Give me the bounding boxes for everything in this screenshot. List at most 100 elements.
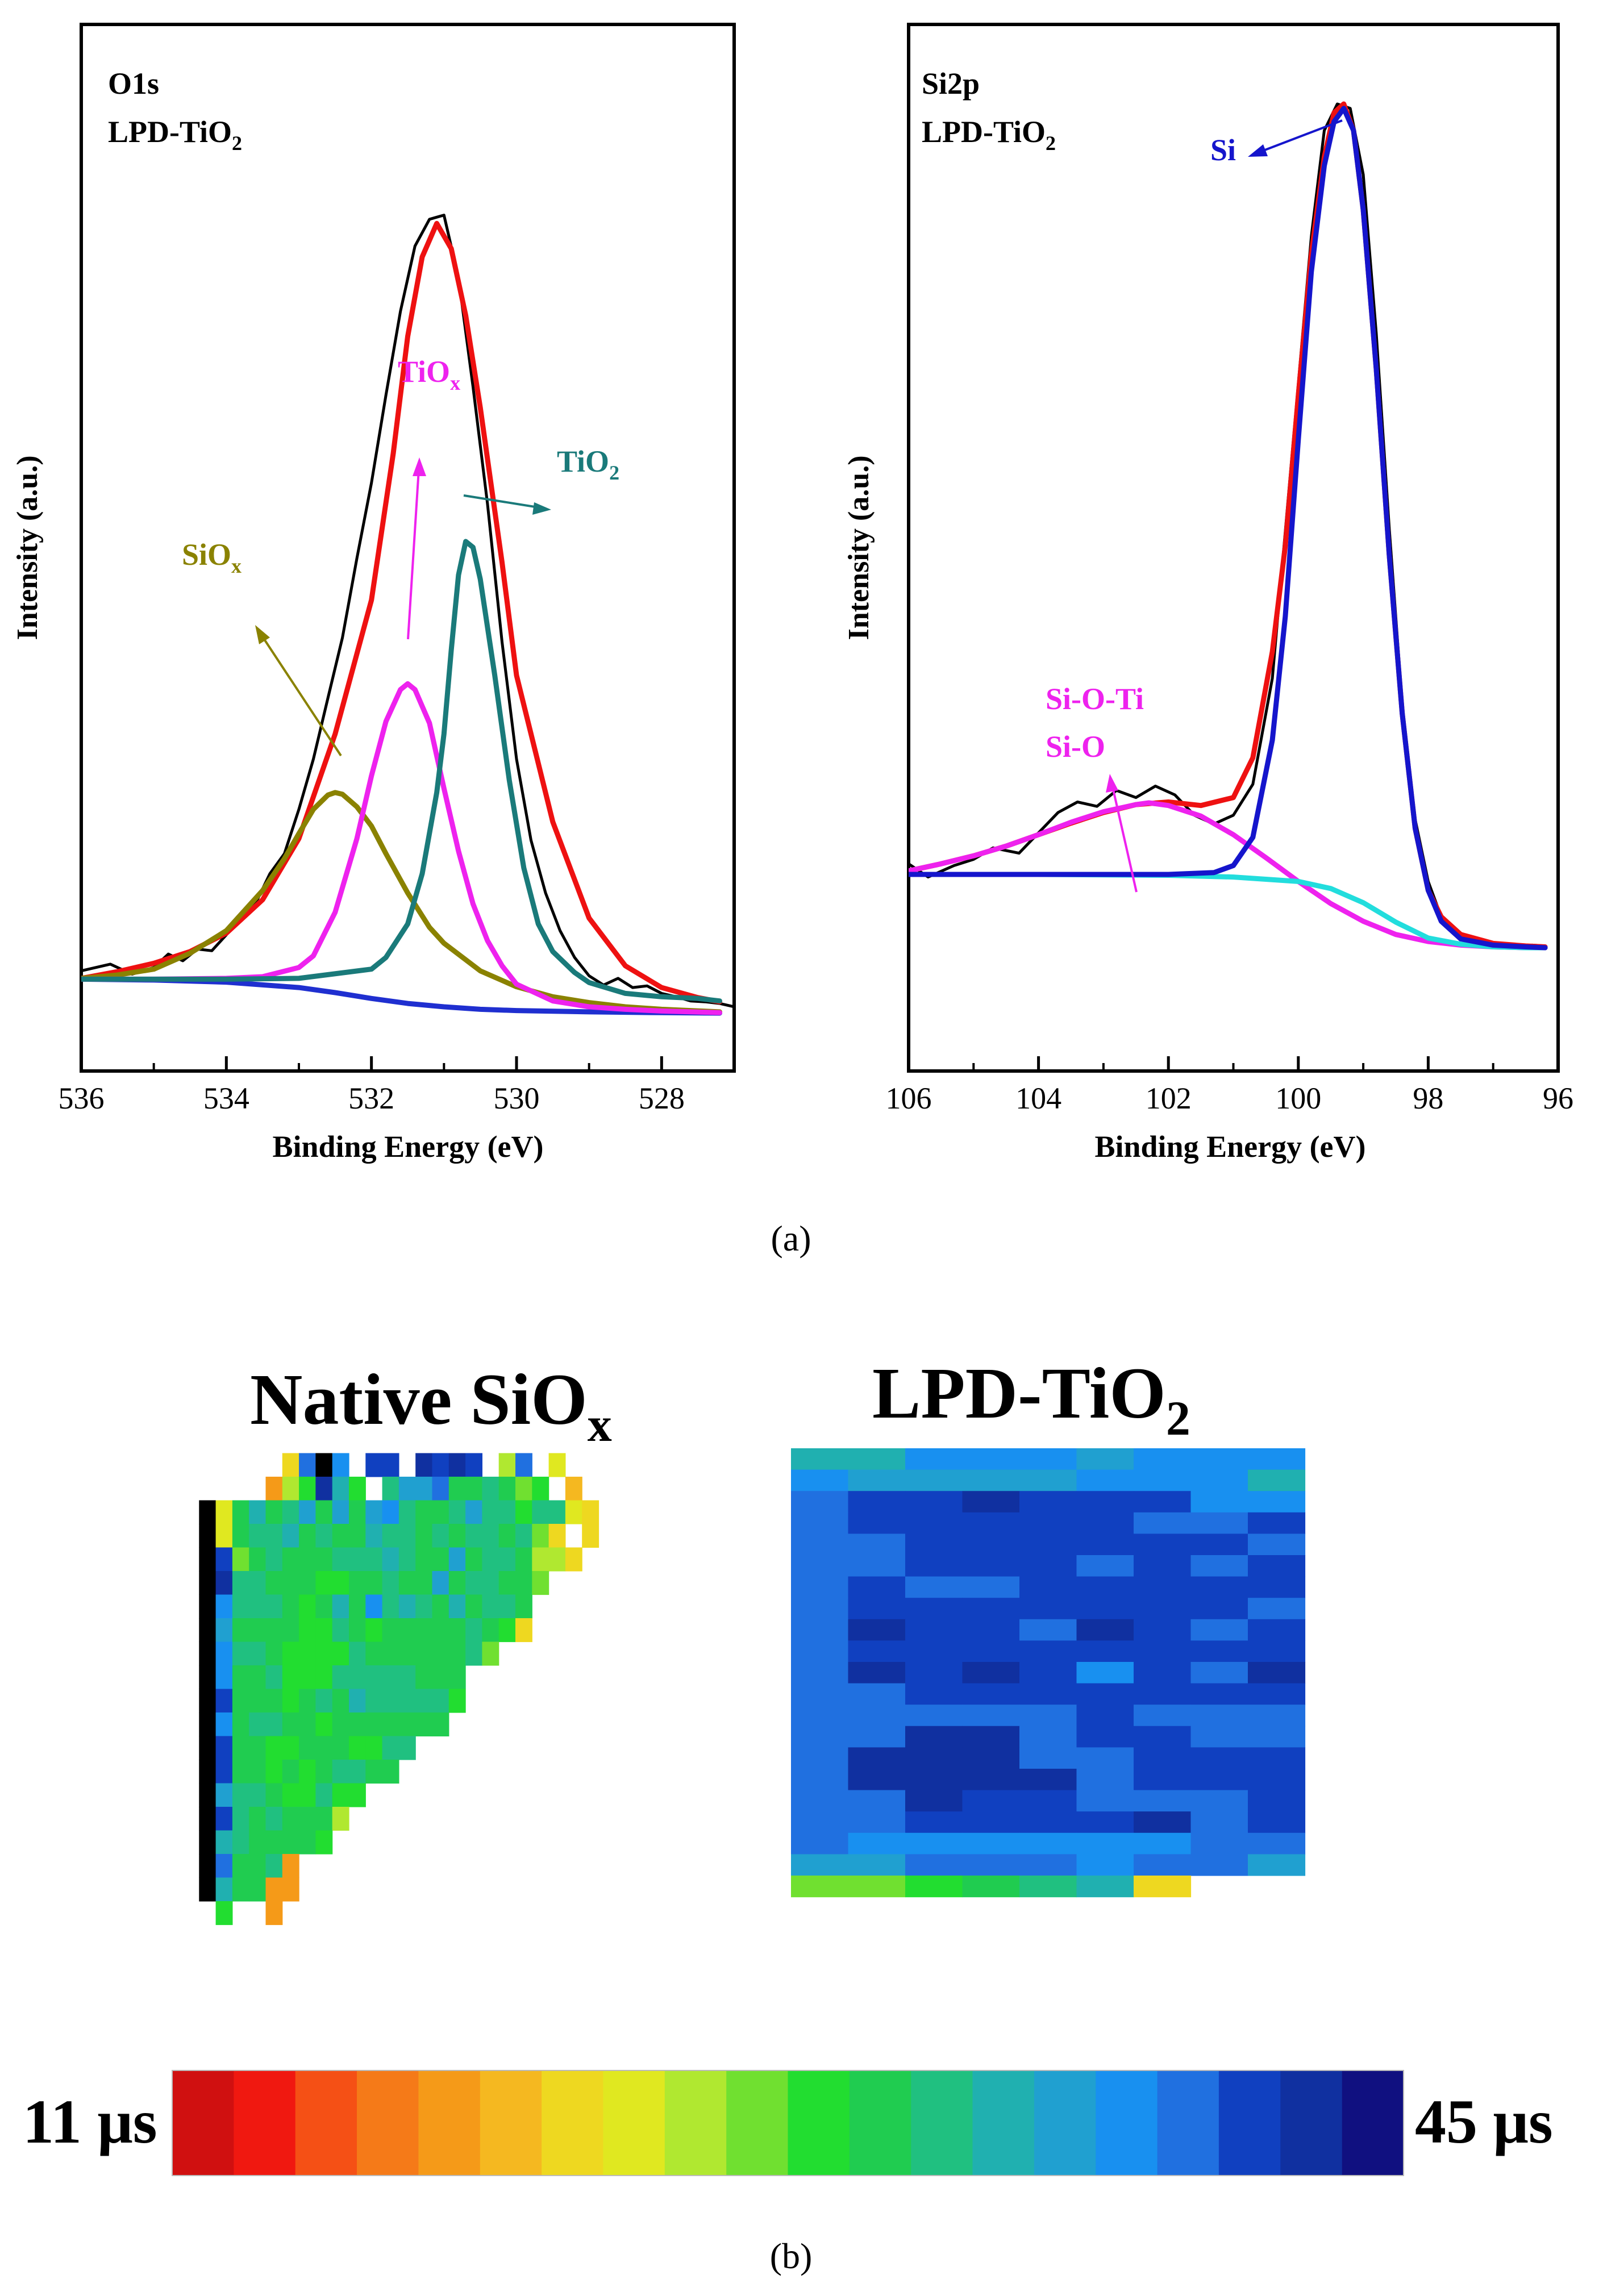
native-map-cell [232,1807,249,1831]
native-map-cell [532,1547,549,1572]
native-map-cell [232,1618,249,1643]
native-map-cell [465,1453,482,1477]
native-map-cell [265,1712,283,1737]
lpd-map-cell [1076,1555,1134,1577]
native-map-cell [498,1477,516,1501]
native-map-cell [265,1571,283,1595]
lpd-map-cell [962,1683,1020,1705]
colorbar-swatch [911,2070,973,2176]
native-map-cell [315,1618,333,1643]
native-map-cell [382,1760,399,1784]
native-map-cell [315,1641,333,1666]
lpd-map-cell [1134,1811,1192,1834]
lpd-map-cell [1134,1662,1192,1684]
native-map-cell [299,1783,316,1807]
lpd-map-cell [1134,1832,1192,1855]
native-map-cell [265,1854,283,1878]
native-map-cell [465,1547,482,1572]
native-map-cell [299,1547,316,1572]
native-map-cell [565,1477,582,1501]
colorbar-swatch [1218,2070,1281,2176]
svg-text:LPD-TiO2: LPD-TiO2 [872,1353,1190,1445]
lpd-map-cell [1134,1683,1192,1705]
native-map-cell [315,1760,333,1784]
native-map-cell [382,1736,399,1760]
o1s-series-baseline [81,976,722,1016]
sio-arrow [1110,779,1138,893]
o1s-series-raw [81,214,734,1009]
native-map-cell [282,1760,299,1784]
native-map-cell [532,1571,549,1595]
si2p-xtick-label: 98 [1413,1081,1443,1115]
o1s-plot-frame [80,23,736,1073]
lpd-map-cell [1076,1747,1134,1769]
tiox-label: TiO [398,355,450,389]
native-map-cell [215,1594,233,1619]
native-map-cell [249,1689,267,1713]
lpd-map-cell [1076,1448,1134,1470]
native-map-cell [265,1524,283,1548]
native-map-cell [398,1571,416,1595]
native-map-cell [365,1524,383,1548]
native-map-cell [498,1594,516,1619]
native-map-cell [349,1547,366,1572]
lpd-map-cell [1019,1662,1077,1684]
native-map-cell [232,1665,249,1690]
native-map-cell [249,1854,267,1878]
lpd-map-cell [791,1705,849,1727]
lpd-map-cell [962,1448,1020,1470]
native-map-cell [332,1712,349,1737]
lpd-map-cell [1076,1640,1134,1662]
native-map-cell [398,1641,416,1666]
tio2-label: TiO [557,444,609,478]
native-map-cell [315,1830,333,1855]
native-map-cell [382,1524,399,1548]
native-map-cell [365,1689,383,1713]
native-map-cell [565,1500,582,1524]
lpd-map-cell [791,1491,849,1513]
native-map-cell [315,1594,333,1619]
tio2-arrow [463,494,546,510]
lpd-map-cell [791,1555,849,1577]
o1s-xtick-label: 534 [203,1081,249,1115]
lpd-map-cell [1019,1683,1077,1705]
lpd-map-cell [1248,1598,1306,1620]
native-map-cell [332,1689,349,1713]
o1s-series-tio2 [81,539,722,1004]
native-map-cell [432,1618,449,1643]
lpd-map-cell [1248,1683,1306,1705]
native-map-cell [232,1830,249,1855]
si2p-panel-title-line2: LPD-TiO2 [922,115,1056,155]
lpd-map-cell [1134,1512,1192,1534]
colorbar-swatch [664,2070,727,2176]
lpd-map-cell [791,1598,849,1620]
native-map-cell [465,1477,482,1501]
native-map-cell [232,1689,249,1713]
lpd-map-cell [1248,1854,1306,1876]
native-map-cell [199,1500,216,1524]
lpd-map-cell [791,1576,849,1598]
native-map-title: Native SiO [250,1359,588,1440]
si2p-series-fit [909,101,1548,949]
lpd-map-cell [1248,1832,1306,1855]
native-map-cell [315,1547,333,1572]
lpd-map-cell [791,1683,849,1705]
lpd-map-cell [1190,1705,1248,1727]
lpd-map-cell [1019,1598,1077,1620]
native-map-cell [332,1665,349,1690]
native-map-cell [232,1854,249,1878]
lpd-map-cell [1076,1790,1134,1812]
o1s-xlabel: Binding Energy (eV) [272,1130,543,1164]
colorbar-swatch [234,2070,296,2176]
lpd-map-cell [962,1555,1020,1577]
native-map-cell [482,1641,499,1666]
native-map-cell [299,1736,316,1760]
tiox-label-sub: x [450,372,460,394]
native-map-cell [332,1736,349,1760]
lpd-map-cell [1248,1747,1306,1769]
native-map-cell [398,1594,416,1619]
native-map-cell [265,1760,283,1784]
native-map-cell [482,1618,499,1643]
lpd-map-cell [1019,1811,1077,1834]
lpd-map-cell [1134,1854,1192,1876]
